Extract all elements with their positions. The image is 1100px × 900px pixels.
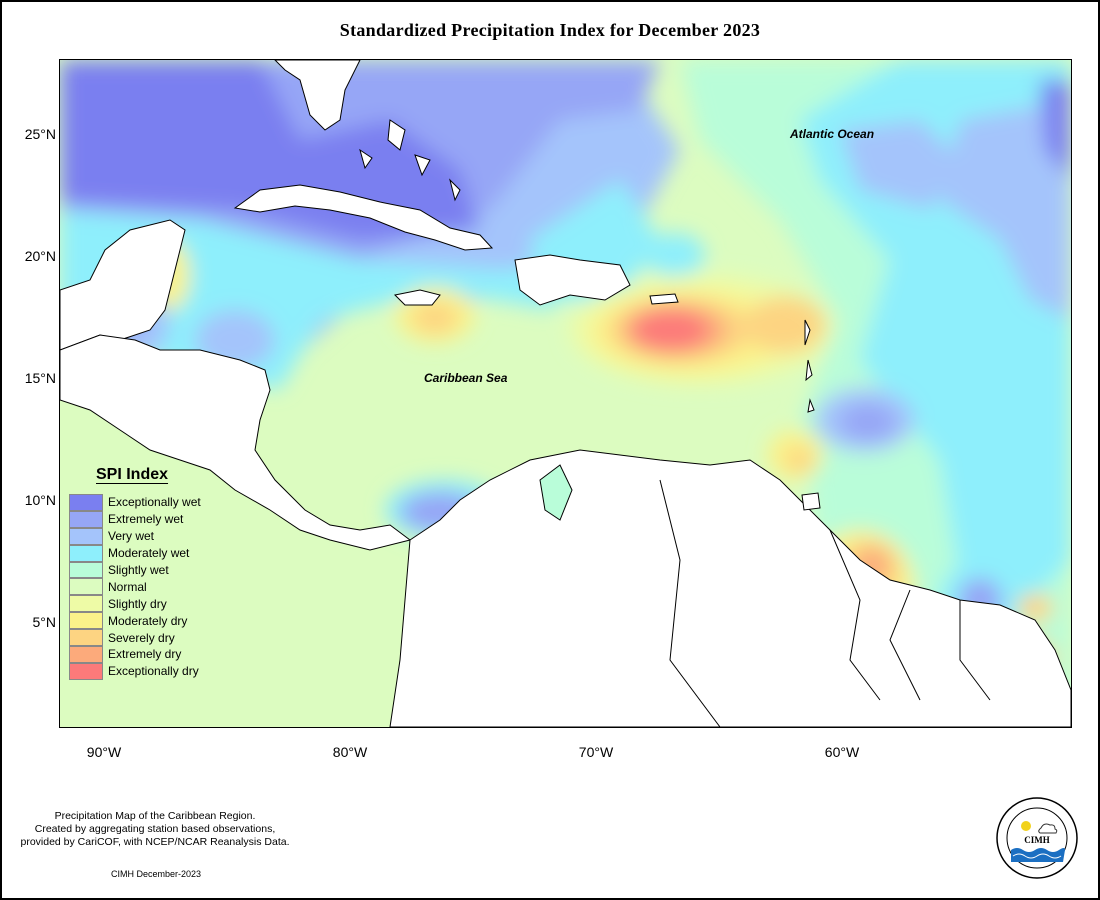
legend-item: Extremely dry [66,646,216,663]
y-tick-5n: 5°N [32,614,57,630]
border-col-ven [659,479,721,727]
cloud-icon [1038,823,1058,834]
legend-label: Extremely wet [108,512,184,527]
footnote: Precipitation Map of the Caribbean Regio… [0,810,310,849]
legend-swatch [69,510,103,528]
country-borders [659,479,991,727]
legend-swatch [69,629,103,647]
legend-item: Normal [66,578,216,596]
cuba [233,184,494,251]
y-tick-20n: 20°N [24,248,56,264]
legend-item: Slightly dry [66,595,216,613]
y-tick-25n: 25°N [24,126,56,142]
central-america [60,334,412,551]
legend-swatch [69,494,103,511]
hispaniola [514,254,631,306]
map-title: Standardized Precipitation Index for Dec… [339,20,761,40]
sun-icon [1021,821,1031,831]
puerto-rico [649,293,679,305]
legend-label: Very wet [108,529,155,544]
lake-maracaibo [539,464,573,521]
y-tick-10n: 10°N [24,492,56,508]
spi-map [59,59,1072,728]
legend-swatch [69,612,103,630]
legend-swatch [69,578,103,596]
x-tick-60w: 60°W [824,744,860,760]
legend-item: Slightly wet [66,561,216,579]
x-tick-90w: 90°W [86,744,122,760]
land-outlines [60,60,1071,727]
legend-swatch [69,561,103,579]
bahamas [359,119,461,202]
legend-title: SPI Index [96,466,169,483]
legend-label: Exceptionally dry [108,664,199,679]
legend-item: Exceptionally dry [66,662,216,680]
legend-label: Exceptionally wet [108,495,201,510]
jamaica [393,289,441,306]
legend-swatch [69,646,103,663]
legend-label: Moderately wet [108,546,190,561]
footnote-line-1: Precipitation Map of the Caribbean Regio… [54,810,256,822]
legend-label: Slightly wet [108,563,169,577]
spi-legend: SPI Index Exceptionally wet Extremely wet… [66,466,216,680]
atlantic-ocean-label: Atlantic Ocean [790,127,875,141]
border-ven-guy [829,529,881,701]
border-sur-fg [959,600,991,701]
credit-text: CIMH December-2023 [111,869,202,879]
legend-item: Severely dry [66,629,216,647]
florida [274,60,361,131]
trinidad [801,492,821,511]
legend-item: Exceptionally wet [66,494,216,511]
caribbean-sea-label: Caribbean Sea [424,371,508,385]
border-guy-sur [889,589,921,701]
y-tick-15n: 15°N [24,370,56,386]
legend-label: Slightly dry [108,596,167,611]
legend-label: Extremely dry [108,647,182,662]
x-tick-70w: 70°W [578,744,614,760]
legend-item: Moderately wet [66,544,216,562]
logo-text: CIMH [1024,835,1050,845]
x-tick-80w: 80°W [332,744,368,760]
legend-items: Exceptionally wet Extremely wet Very wet Mo… [66,494,216,680]
legend-label: Normal [108,579,147,594]
footnote-line-3: provided by CariCOF, with NCEP/NCAR Rean… [20,836,290,848]
legend-item: Very wet [66,527,216,545]
legend-item: Moderately dry [66,612,216,630]
map-canvas [60,60,1071,727]
legend-swatch [69,595,103,613]
footnote-line-2: Created by aggregating station based obs… [34,823,276,835]
legend-swatch [69,662,103,680]
legend-swatch [69,527,103,545]
legend-swatch [69,544,103,562]
legend-label: Severely dry [108,630,175,645]
cimh-logo: CIMH [996,797,1078,879]
lesser-antilles [804,319,815,413]
legend-item: Extremely wet [66,510,216,528]
legend-label: Moderately dry [108,613,188,628]
